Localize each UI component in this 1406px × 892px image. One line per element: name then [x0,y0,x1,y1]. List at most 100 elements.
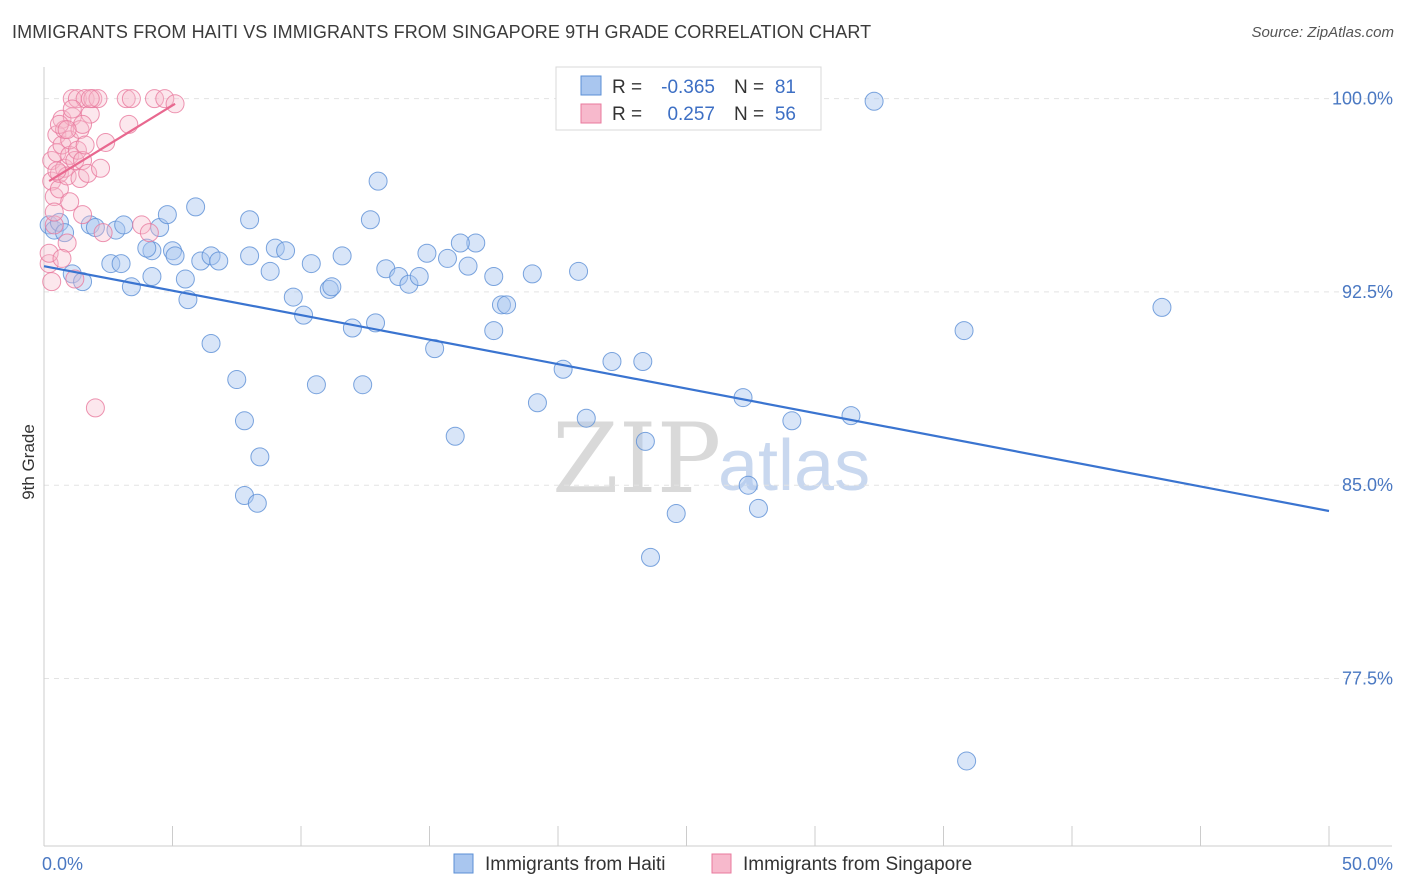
haiti-point [633,352,653,372]
haiti-point [319,279,339,299]
legend-swatch-haiti [453,853,474,874]
haiti-trend-line [43,265,1330,513]
x-tick-label: 50.0% [1342,854,1393,874]
singapore-point [52,248,72,268]
haiti-point [227,370,247,390]
stats-r-value-singapore: 0.257 [667,104,715,125]
singapore-point [60,192,80,212]
haiti-point [445,426,465,446]
singapore-point [116,89,136,109]
stats-r-value-haiti: -0.365 [661,77,715,98]
haiti-point [353,375,373,395]
singapore-point [121,89,141,109]
haiti-point [466,233,486,253]
haiti-point [201,333,221,353]
haiti-point [1152,297,1172,317]
haiti-point [368,171,388,191]
haiti-point [954,321,974,341]
haiti-point [114,215,134,235]
haiti-point [450,233,470,253]
singapore-point [91,158,111,178]
y-tick-labels: 77.5% 85.0% 92.5% 100.0% [1332,89,1393,689]
stats-r-label-haiti: R = [612,77,642,98]
haiti-point [101,254,121,274]
stats-box: R = -0.365 N = 81 R = 0.257 N = 56 [555,66,822,131]
stats-n-label-singapore: N = [734,104,764,125]
y-tick-label: 92.5% [1342,282,1393,302]
haiti-point [399,274,419,294]
haiti-point [527,393,547,413]
singapore-point [78,163,98,183]
singapore-point [119,114,139,134]
chart-title: IMMIGRANTS FROM HAITI VS IMMIGRANTS FROM… [12,22,872,42]
singapore-point [42,272,62,292]
haiti-point [864,91,884,111]
haiti-point [484,266,504,286]
haiti-point [175,269,195,289]
stats-swatch-singapore [580,103,602,124]
haiti-point [748,498,768,518]
haiti-point [522,264,542,284]
stats-swatch-haiti [580,75,602,96]
haiti-point [250,447,270,467]
singapore-point [85,398,105,418]
haiti-point [209,251,229,271]
haiti-point [137,238,157,258]
stats-r-label-singapore: R = [612,104,642,125]
haiti-point [360,210,380,230]
haiti-point [186,197,206,217]
singapore-point [88,89,108,109]
haiti-point [409,266,429,286]
haiti-point [283,287,303,307]
haiti-point [389,266,409,286]
watermark-atlas: atlas [718,426,870,506]
singapore-trend-line [48,102,176,183]
haiti-point [497,295,517,315]
haiti-point [342,318,362,338]
singapore-point [80,104,100,124]
singapore-point [55,158,75,178]
haiti-point [602,352,622,372]
singapore-point [57,120,77,140]
singapore-point [80,89,100,109]
legend-label-haiti: Immigrants from Haiti [485,854,666,875]
haiti-point [306,375,326,395]
haiti-point [484,321,504,341]
series-haiti-points [39,91,1172,771]
haiti-point [957,751,977,771]
y-axis-label: 9th Grade [19,424,38,500]
x-tick-label: 0.0% [42,854,83,874]
singapore-point [155,89,175,109]
haiti-point [163,241,182,261]
y-tick-label: 100.0% [1332,89,1393,109]
haiti-point [247,493,267,513]
singapore-point [132,215,152,235]
stats-n-value-haiti: 81 [775,77,796,98]
y-tick-label: 85.0% [1342,475,1393,495]
haiti-point [666,504,686,524]
haiti-point [635,431,655,451]
stats-n-value-singapore: 56 [775,104,796,125]
haiti-point [240,210,260,230]
axes [43,67,1392,847]
legend-swatch-singapore [711,853,732,874]
singapore-point [57,233,77,253]
haiti-point [49,212,69,232]
singapore-point [93,223,113,243]
singapore-point [75,135,95,155]
haiti-point [569,261,589,281]
source-label: Source: ZipAtlas.com [1251,24,1394,41]
haiti-point [157,205,177,225]
haiti-point [458,256,478,276]
haiti-point [332,246,352,266]
singapore-point [73,205,93,225]
haiti-point [301,254,321,274]
singapore-point [62,99,82,119]
haiti-point [276,241,296,261]
singapore-point [39,243,59,263]
trend-lines [43,102,1330,513]
singapore-point [65,269,85,289]
watermark-zip: ZIP [552,403,721,515]
haiti-point [782,411,802,431]
